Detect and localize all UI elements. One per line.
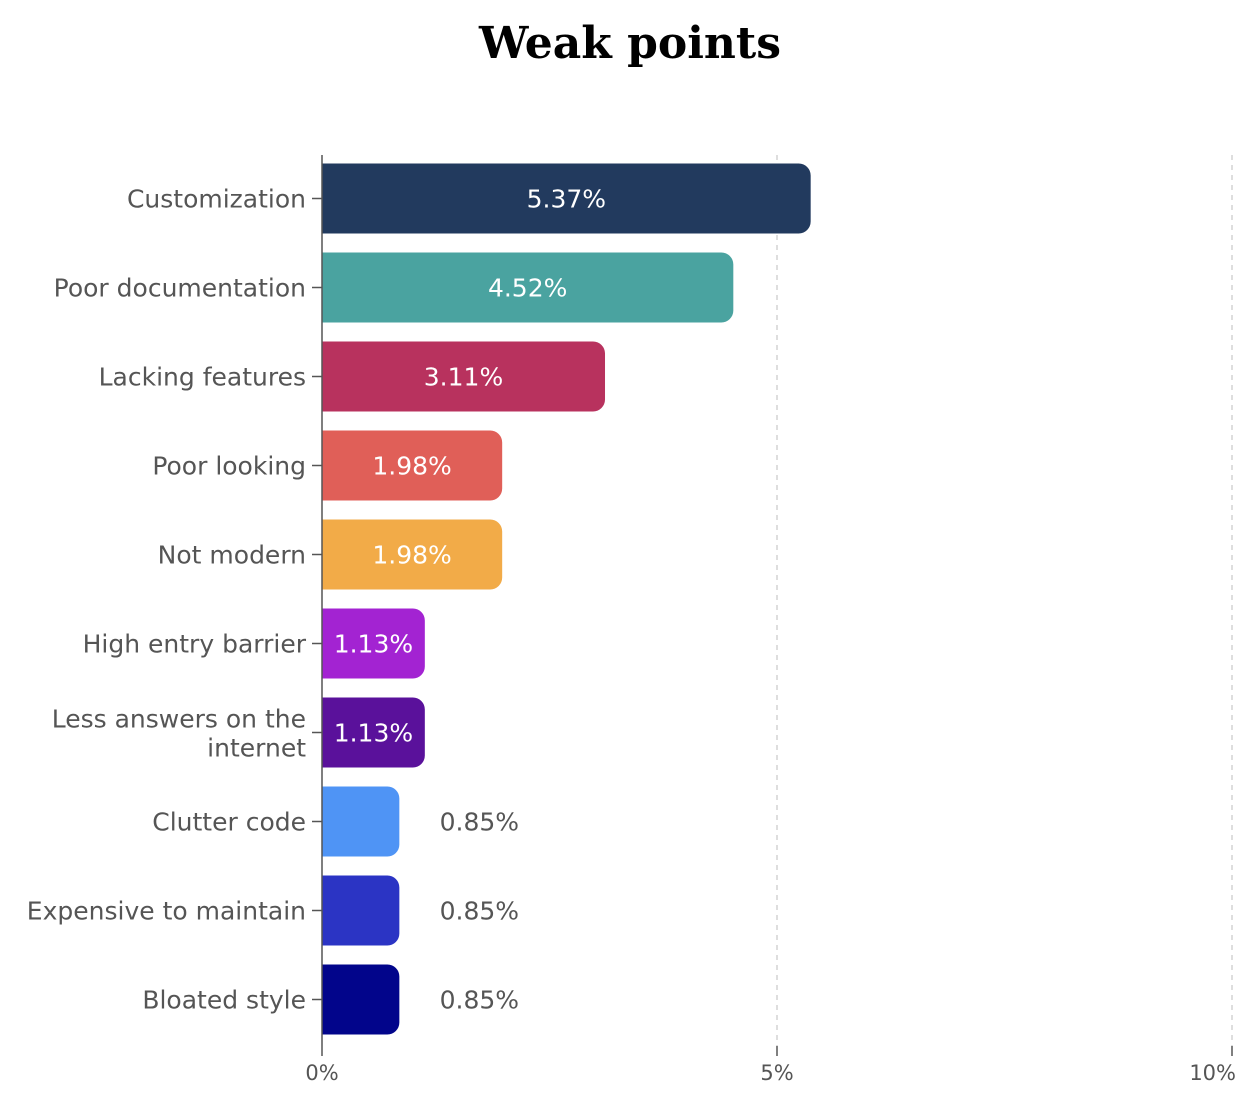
bars — [322, 163, 811, 1035]
chart-title: Weak points — [478, 18, 782, 69]
category-label: Not modern — [158, 541, 306, 570]
category-label: Expensive to maintain — [27, 897, 306, 926]
value-label: 1.13% — [334, 719, 413, 748]
bar — [322, 608, 425, 679]
value-label: 3.11% — [424, 363, 503, 392]
value-label: 0.85% — [440, 897, 519, 926]
category-label: Clutter code — [152, 808, 306, 837]
bar — [322, 964, 400, 1035]
y-axis — [312, 155, 323, 1046]
category-labels: Customization Poor documentation Lacking f… — [27, 185, 307, 1015]
x-tick-label: 10% — [1189, 1061, 1236, 1085]
x-tick-label: 0% — [305, 1061, 338, 1085]
bar — [322, 786, 400, 857]
value-label: 1.98% — [372, 452, 451, 481]
value-labels: 5.37% 4.52% 3.11% 1.98% 1.98% 1.13% 1.13% 0.85%… — [334, 185, 606, 1015]
value-label: 0.85% — [440, 986, 519, 1015]
bar — [322, 430, 503, 501]
value-label: 5.37% — [527, 185, 606, 214]
bar — [322, 341, 606, 412]
x-tick-label: 5% — [760, 1061, 793, 1085]
category-label: Customization — [127, 185, 306, 214]
category-label: High entry barrier — [83, 630, 307, 659]
category-label: Poor documentation — [54, 274, 306, 303]
bar — [322, 252, 734, 323]
category-label: Lacking features — [99, 363, 306, 392]
value-label: 0.85% — [440, 808, 519, 837]
category-label: Bloated style — [142, 986, 306, 1015]
bar — [322, 519, 503, 590]
bar — [322, 697, 425, 768]
x-axis-ticks: 0% 5% 10% — [305, 1046, 1236, 1085]
value-label: 1.13% — [334, 630, 413, 659]
category-label: Less answers on the internet — [52, 705, 306, 763]
bar — [322, 875, 400, 946]
category-label: Poor looking — [152, 452, 306, 481]
value-label: 1.98% — [372, 541, 451, 570]
grid-lines — [776, 155, 1233, 1046]
bar — [322, 163, 811, 234]
value-label: 4.52% — [488, 274, 567, 303]
